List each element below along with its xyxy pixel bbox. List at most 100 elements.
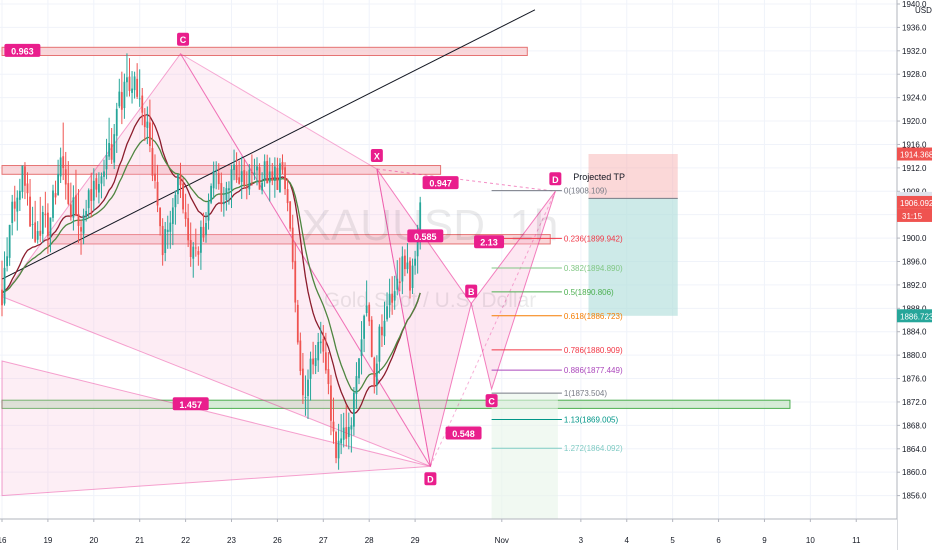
candle-up: [268, 171, 271, 183]
candle-down: [1, 289, 3, 306]
candle-down: [34, 222, 37, 242]
candle-down: [62, 156, 65, 169]
candle-down: [398, 281, 401, 284]
candle-down: [179, 174, 182, 186]
candle-down: [266, 160, 269, 184]
candle-down: [110, 143, 113, 160]
candle-down: [220, 183, 223, 205]
candle-down: [271, 171, 274, 181]
trendline-line[interactable]: [1, 9, 536, 280]
candle-down: [154, 173, 156, 181]
time-tick-label: 27: [319, 536, 328, 545]
fib-label-0: 0(1908.109): [564, 187, 607, 196]
candle-down: [47, 212, 49, 236]
short-position-tool[interactable]: [588, 154, 678, 316]
time-tick-label: 23: [227, 536, 236, 545]
price-tag-3[interactable]: [897, 309, 932, 323]
price-tick-label: 1884.0: [902, 328, 927, 337]
fib-label-0.886: 0.886(1877.449): [564, 366, 623, 375]
candle-down: [149, 122, 151, 146]
candle-down: [161, 225, 164, 256]
trendline[interactable]: [1, 9, 536, 280]
fib-retracement[interactable]: 0(1908.109) 0.236(1899.942) 0.382(1894.890…: [491, 172, 625, 519]
candle-up: [21, 165, 24, 193]
candle-up: [210, 185, 212, 203]
candle-down: [276, 167, 279, 190]
candle-down: [332, 421, 335, 432]
candle-up: [248, 169, 251, 190]
candle-up: [11, 201, 14, 223]
candle-up: [314, 358, 317, 367]
candle-down: [312, 358, 314, 365]
candle-up: [263, 161, 266, 181]
candle-down: [296, 304, 299, 343]
candle-down: [80, 227, 82, 232]
candle-up: [3, 267, 6, 304]
candle-up: [123, 81, 126, 109]
candle-down: [286, 189, 289, 204]
time-tick-label: Nov: [495, 536, 509, 545]
candle-up: [222, 202, 225, 205]
candle-down: [143, 114, 146, 128]
candle-up: [317, 342, 320, 361]
candle-down: [251, 172, 253, 173]
stop-loss-zone[interactable]: [588, 154, 678, 199]
candle-down: [159, 207, 161, 227]
outer-point-c-label: C: [180, 35, 187, 45]
candle-down: [182, 183, 184, 210]
candle-down: [39, 230, 42, 236]
ratio-bd-label: 2.13: [480, 238, 498, 248]
candle-up: [353, 392, 355, 427]
outer-ratio-label-1: 0.963: [11, 46, 34, 56]
candle-up: [365, 305, 368, 313]
price-tick-label: 1920.0: [902, 117, 927, 126]
candle-up: [378, 326, 381, 362]
candle-up: [230, 169, 233, 190]
candle-up: [256, 166, 258, 171]
time-axis-bg: [0, 519, 897, 550]
candle-up: [406, 262, 409, 270]
candle-up: [375, 363, 378, 386]
fib-label-1.13: 1.13(1869.005): [564, 415, 619, 424]
fib-extension-area: [491, 393, 558, 519]
candle-up: [342, 427, 345, 440]
candle-up: [253, 172, 256, 175]
price-tag-label-2: 1906.092: [900, 199, 932, 208]
candle-down: [128, 76, 131, 91]
zone-top-resistance[interactable]: [1, 46, 528, 57]
ratio-xb-label: 0.585: [414, 232, 437, 242]
take-profit-zone[interactable]: [588, 198, 678, 316]
price-tick-label: 1868.0: [902, 421, 927, 430]
candle-up: [103, 171, 105, 177]
candle-up: [261, 182, 263, 191]
candle-down: [187, 218, 190, 241]
candle-up: [337, 440, 340, 459]
zone-support[interactable]: [1, 399, 791, 409]
candle-up: [355, 376, 358, 395]
candle-up: [174, 194, 177, 208]
price-tag-2[interactable]: [897, 195, 932, 209]
price-tick-label: 1940.0: [902, 0, 927, 9]
price-tag-0[interactable]: [897, 147, 932, 161]
time-tick-label: 20: [89, 536, 98, 545]
candle-down: [69, 204, 72, 218]
ratio-xd-label: 0.947: [429, 179, 452, 189]
candle-down: [197, 251, 200, 255]
candle-down: [151, 148, 154, 176]
candle-up: [215, 170, 218, 171]
time-tick-label: 16: [0, 536, 7, 545]
time-tick-label: 11: [852, 536, 861, 545]
pattern-bcd[interactable]: [470, 190, 556, 391]
price-axis[interactable]: 1856.0 1860.0 1864.0 1868.0 1872.0 1876.0 1880…: [896, 0, 932, 550]
candle-up: [166, 229, 169, 233]
candle-down: [75, 195, 77, 215]
candle-up: [200, 226, 202, 253]
time-axis[interactable]: 16 19 20 21 22 23 26 27 28 29 Nov 3 4 5 6 9 10 11: [0, 518, 897, 550]
candle-down: [202, 226, 205, 238]
candle-up: [18, 190, 21, 200]
outer-pattern-bottom[interactable]: [1, 360, 431, 497]
candle-up: [360, 339, 363, 357]
candle-down: [136, 78, 139, 97]
